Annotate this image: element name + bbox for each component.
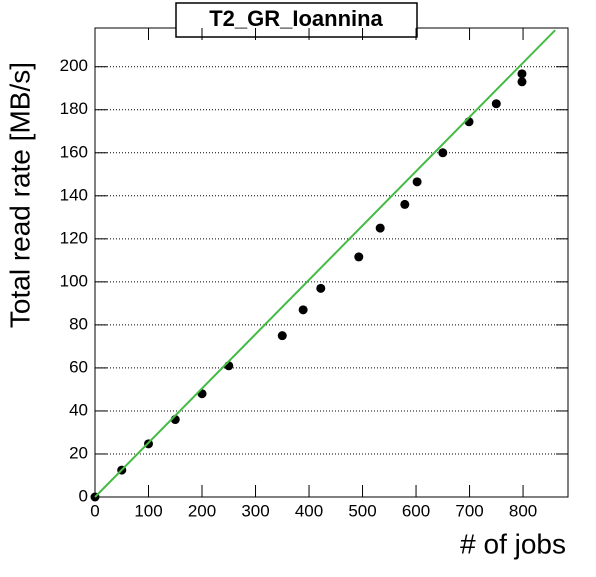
x-tick-label: 300 xyxy=(241,501,269,520)
data-point xyxy=(517,69,527,79)
y-tick-label: 40 xyxy=(69,400,88,419)
chart-title: T2_GR_Ioannina xyxy=(209,6,383,31)
x-tick-label: 100 xyxy=(134,501,162,520)
x-axis-label: # of jobs xyxy=(460,528,566,559)
x-tick-label: 500 xyxy=(348,501,376,520)
y-tick-label: 140 xyxy=(60,185,88,204)
data-point xyxy=(412,177,422,187)
fit-line xyxy=(94,29,556,498)
y-tick-label: 120 xyxy=(60,228,88,247)
y-axis-label: Total read rate [MB/s] xyxy=(4,62,35,328)
y-tick-label: 20 xyxy=(69,443,88,462)
x-tick-label: 200 xyxy=(188,501,216,520)
data-point xyxy=(375,223,385,233)
y-tick-label: 180 xyxy=(60,99,88,118)
title-box xyxy=(175,2,418,38)
x-tick-label: 400 xyxy=(295,501,323,520)
data-point xyxy=(316,283,326,293)
x-tick-label: 0 xyxy=(90,501,99,520)
plot-layer: 0 20 40 60 80 100 120 140 160 180 200 0 100 200 300 400… xyxy=(60,28,568,520)
data-point xyxy=(438,148,448,158)
y-tick-label: 100 xyxy=(60,271,88,290)
data-point xyxy=(400,199,410,209)
y-tick-label: 160 xyxy=(60,142,88,161)
y-tick-label: 80 xyxy=(69,314,88,333)
y-tick-label: 0 xyxy=(79,486,88,505)
x-tick-label: 600 xyxy=(402,501,430,520)
data-point xyxy=(354,252,364,262)
x-tick-label: 800 xyxy=(509,501,537,520)
data-point xyxy=(517,77,527,87)
y-tick-label: 60 xyxy=(69,357,88,376)
x-tick-label: 700 xyxy=(455,501,483,520)
y-tick-label: 200 xyxy=(60,56,88,75)
data-point xyxy=(298,305,308,315)
data-point xyxy=(277,331,287,341)
data-point xyxy=(491,99,501,109)
